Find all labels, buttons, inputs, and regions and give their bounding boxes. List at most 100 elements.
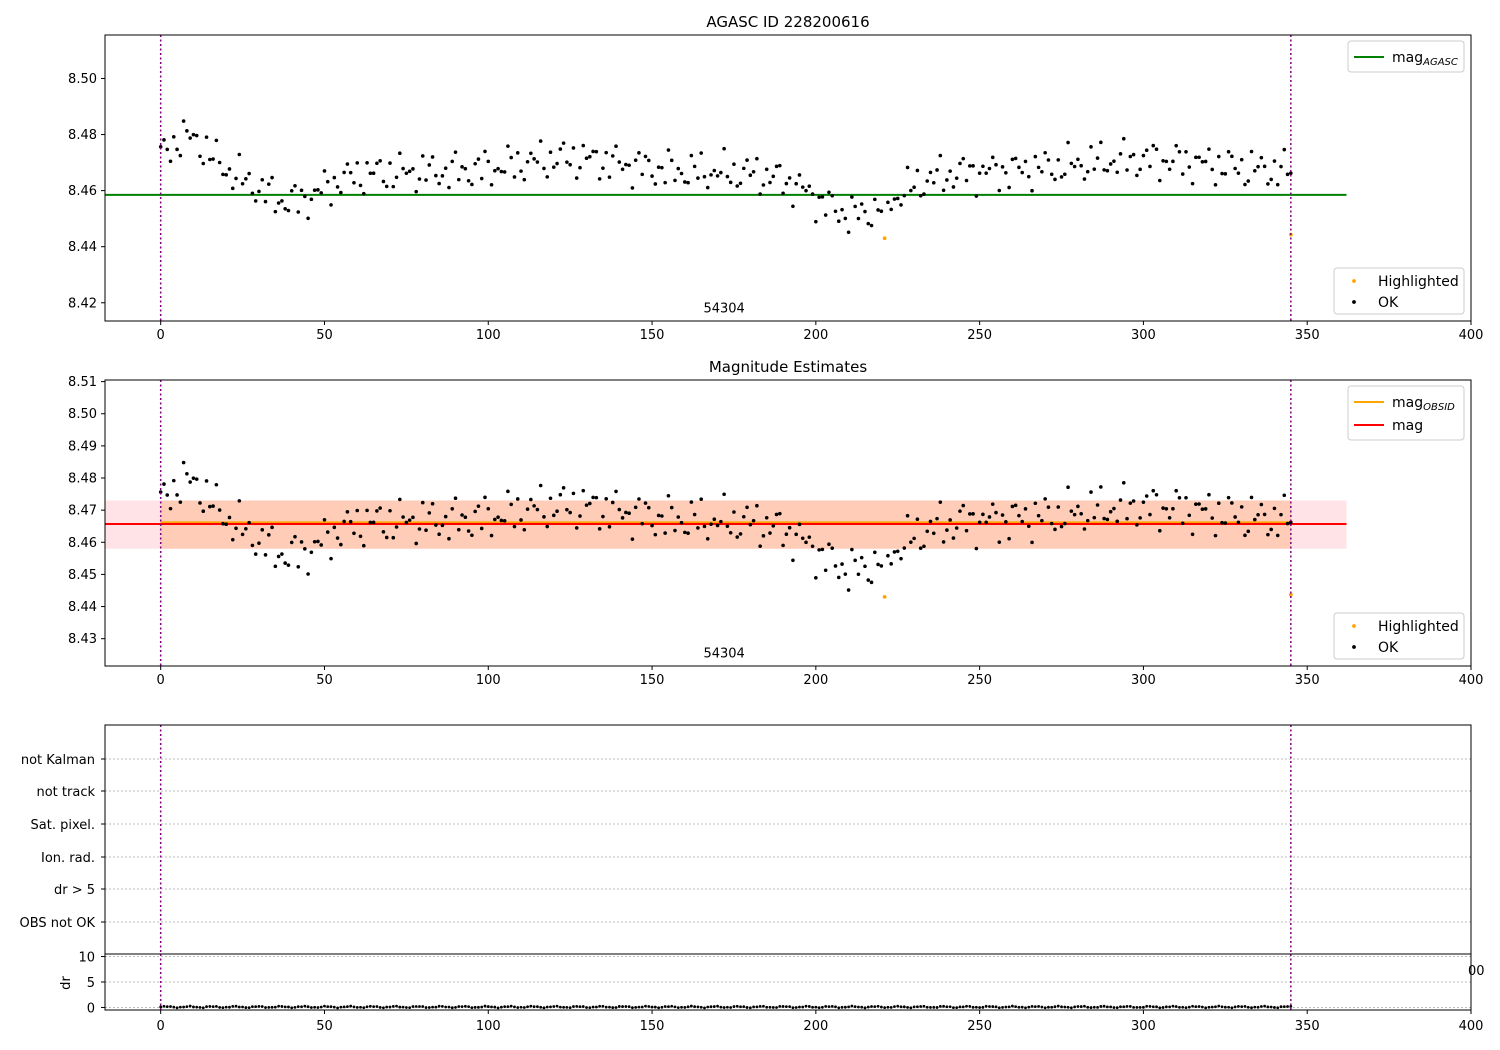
ok-point: [1223, 521, 1228, 525]
dr-point: [660, 1005, 664, 1009]
dr-point: [758, 1004, 762, 1008]
dr-point: [427, 1006, 431, 1009]
ok-point: [234, 526, 238, 531]
dr-point: [997, 1006, 1001, 1010]
dr-point: [375, 1005, 379, 1008]
dr-point: [981, 1005, 985, 1009]
dr-point: [1047, 1005, 1050, 1009]
ok-point: [276, 554, 281, 559]
ok-point: [270, 175, 274, 180]
ok-point: [306, 216, 310, 221]
ok-point: [735, 535, 740, 539]
ok-point: [578, 514, 582, 518]
ok-point: [568, 162, 572, 167]
ok-point: [322, 517, 327, 522]
ok-point: [1121, 136, 1126, 141]
dr-point: [519, 1005, 523, 1009]
ok-point: [1184, 496, 1188, 500]
ok-point: [879, 209, 884, 214]
dr-point: [1243, 1004, 1247, 1008]
ok-point: [964, 178, 969, 183]
ok-point: [443, 166, 448, 171]
ok-point: [1230, 501, 1234, 505]
dr-point: [280, 1005, 284, 1008]
ok-point: [1151, 488, 1156, 493]
dr-point: [912, 1005, 916, 1009]
x-tick-label: 150: [640, 1019, 665, 1034]
ok-point: [486, 506, 491, 511]
ok-point: [869, 223, 874, 228]
ok-point: [1184, 150, 1188, 154]
axes-frame: [104, 953, 1472, 1011]
ok-point: [663, 180, 667, 185]
dr-point: [513, 1005, 516, 1009]
ok-point: [961, 503, 966, 508]
dr-point: [522, 1006, 526, 1009]
ok-point: [689, 153, 694, 158]
ok-point: [194, 477, 199, 481]
dr-point: [1168, 1005, 1172, 1009]
dr-point: [450, 1006, 454, 1010]
ok-point: [1004, 520, 1008, 524]
ok-point: [1174, 143, 1178, 148]
ok-point: [463, 166, 468, 171]
dr-point: [287, 1005, 290, 1009]
ok-point: [335, 185, 340, 189]
ok-point: [191, 476, 196, 480]
ok-point: [1115, 170, 1120, 175]
dr-point: [264, 1006, 267, 1009]
dr-point: [902, 1005, 906, 1009]
flag-label: not track: [36, 785, 95, 800]
dr-y-tick-label: 10: [78, 951, 95, 966]
ok-point: [237, 499, 242, 503]
ok-point: [1161, 506, 1165, 510]
dr-point: [683, 1005, 687, 1009]
ok-point: [496, 166, 500, 171]
ok-point: [394, 175, 399, 180]
ok-point: [1049, 172, 1054, 177]
ok-point: [470, 533, 474, 538]
ok-point: [558, 492, 563, 497]
ok-point: [833, 209, 838, 214]
dr-point: [768, 1005, 772, 1009]
ok-point: [450, 159, 455, 164]
ok-point: [1063, 172, 1067, 177]
ok-point: [873, 197, 877, 202]
dr-point: [1263, 1004, 1267, 1008]
dr-point: [460, 1005, 464, 1009]
ok-point: [1131, 152, 1136, 157]
dr-point: [732, 1005, 736, 1008]
ok-point: [1063, 521, 1067, 526]
ok-point: [201, 509, 206, 514]
x-tick-label: 50: [316, 1019, 333, 1034]
dr-point: [473, 1005, 477, 1009]
dr-point: [211, 1005, 215, 1008]
dr-point: [1033, 1005, 1037, 1009]
ok-point: [827, 190, 831, 195]
ok-point: [584, 156, 589, 160]
dr-point: [627, 1005, 631, 1009]
dr-point: [493, 1005, 497, 1009]
ok-point: [1020, 170, 1025, 175]
ok-point: [823, 213, 828, 217]
ok-point: [1262, 164, 1267, 169]
dr-point: [909, 1006, 913, 1010]
ok-point: [420, 154, 425, 158]
dr-point: [706, 1005, 710, 1009]
ok-point: [430, 155, 435, 159]
ok-point: [1207, 147, 1211, 151]
dr-point: [201, 1006, 205, 1010]
ok-point: [1089, 490, 1093, 494]
ok-point: [1121, 480, 1126, 485]
ok-point: [637, 497, 641, 501]
dr-point: [1053, 1005, 1057, 1009]
dr-point: [699, 1005, 703, 1009]
ok-point: [732, 510, 736, 514]
ok-point: [529, 497, 533, 502]
ok-point: [316, 188, 320, 192]
ok-point: [407, 169, 412, 174]
ok-point: [663, 531, 667, 535]
ok-point: [686, 531, 690, 535]
ok-point: [630, 186, 635, 190]
dr-point: [329, 1005, 333, 1009]
